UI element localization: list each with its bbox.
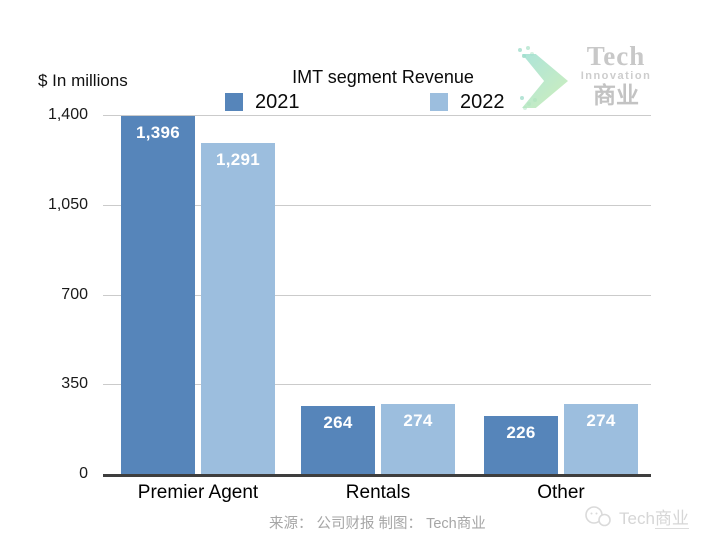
y-tick-label-1050: 1,050 bbox=[47, 195, 88, 213]
wechat-icon bbox=[585, 505, 611, 526]
bar-group-premier-agent: 1,396 1,291 bbox=[121, 116, 275, 474]
bar-2021-other: 226 bbox=[484, 416, 558, 474]
brand-dots-decoration bbox=[518, 48, 522, 52]
brand-logo: Tech Innovation 商业 bbox=[516, 40, 666, 118]
y-axis-ticks: 0 350 700 1,050 1,400 bbox=[28, 106, 88, 482]
bar-value-label: 1,396 bbox=[135, 123, 181, 143]
y-tick-label-700: 700 bbox=[61, 285, 88, 303]
y-axis-units-label: $ In millions bbox=[38, 71, 128, 90]
bar-value-label: 264 bbox=[323, 413, 353, 433]
watermark-text-en: Tech bbox=[619, 509, 655, 528]
gridline-350 bbox=[103, 384, 651, 386]
bar-group-rentals: 264 274 bbox=[301, 403, 455, 474]
y-tick-label-350: 350 bbox=[61, 375, 88, 393]
brand-cn-name: 商业 bbox=[593, 83, 639, 108]
bar-2022-other: 274 bbox=[564, 403, 638, 474]
bar-2022-rentals: 274 bbox=[381, 403, 455, 474]
source-caption: 来源： 公司财报 制图： Tech商业 bbox=[269, 516, 486, 532]
brand-text: Tech Innovation 商业 bbox=[570, 42, 662, 109]
bar-value-label: 274 bbox=[586, 410, 616, 430]
bar-value-label: 1,291 bbox=[215, 149, 261, 169]
bar-value-label: 274 bbox=[403, 410, 433, 430]
brand-name: Tech bbox=[586, 41, 646, 71]
legend-swatch-2022 bbox=[430, 93, 448, 111]
category-label-other: Other bbox=[537, 482, 585, 503]
category-label-premier-agent: Premier Agent bbox=[137, 482, 259, 503]
legend-label-2022: 2022 bbox=[460, 91, 505, 113]
legend-swatch-2021 bbox=[225, 93, 243, 111]
gridline-700 bbox=[103, 294, 651, 296]
watermark-text-cn: 商业 bbox=[654, 509, 689, 529]
bar-value-label: 226 bbox=[506, 423, 536, 443]
y-tick-label-1400: 1,400 bbox=[47, 106, 88, 123]
bar-2021-rentals: 264 bbox=[301, 406, 375, 474]
y-tick-label-0: 0 bbox=[79, 465, 88, 482]
gridline-1400 bbox=[103, 115, 651, 116]
watermark-text: Tech商业 bbox=[619, 504, 689, 529]
brand-subtitle: Innovation bbox=[580, 70, 652, 82]
bar-group-other: 226 274 bbox=[484, 403, 638, 474]
legend-item-2022: 2022 bbox=[430, 91, 505, 113]
gridline-1050 bbox=[103, 204, 651, 206]
legend-item-2021: 2021 bbox=[225, 91, 300, 113]
category-label-rentals: Rentals bbox=[345, 482, 411, 503]
chart-title: IMT segment Revenue bbox=[292, 67, 474, 87]
legend-label-2021: 2021 bbox=[255, 91, 300, 113]
brand-arrow-icon bbox=[522, 54, 568, 108]
wechat-watermark: Tech商业 bbox=[583, 504, 689, 529]
bar-2021-premier-agent: 1,396 bbox=[121, 116, 195, 474]
plot-area: 1,396 1,291 Premier Agent 264 274 Rentals 226 2… bbox=[103, 115, 651, 503]
bar-2022-premier-agent: 1,291 bbox=[201, 142, 275, 474]
